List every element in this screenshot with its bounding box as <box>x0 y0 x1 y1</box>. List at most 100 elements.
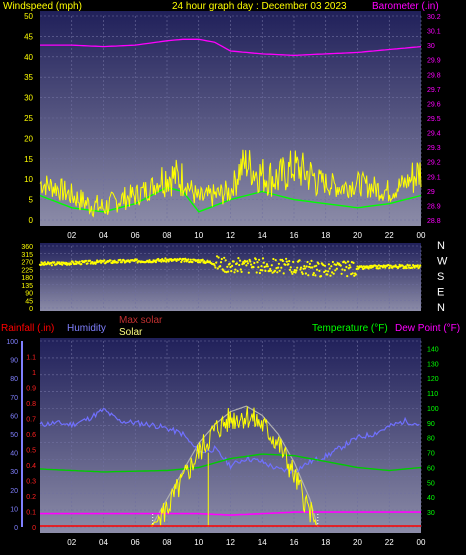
direction-point <box>103 259 106 262</box>
direction-point <box>254 258 257 261</box>
wind-y-tick: 15 <box>24 155 33 164</box>
direction-point <box>245 264 248 267</box>
direction-point <box>120 261 123 264</box>
max-solar-label: Max solar <box>119 315 163 326</box>
direction-point <box>327 263 330 266</box>
humidity-label: Humidity <box>67 323 106 334</box>
x-tick-label: 16 <box>290 538 299 547</box>
x-tick-label: 00 <box>417 538 426 547</box>
direction-point <box>228 262 231 265</box>
dir-y-tick: 225 <box>21 267 33 274</box>
direction-point <box>292 260 295 263</box>
rain-tick: 0.7 <box>26 417 36 424</box>
direction-point <box>299 268 302 271</box>
direction-point <box>224 259 227 262</box>
direction-point <box>227 270 230 273</box>
wind-y-tick: 45 <box>24 32 33 41</box>
direction-point <box>419 264 422 267</box>
direction-point <box>199 261 202 264</box>
direction-point <box>116 261 119 264</box>
dir-y-tick: 45 <box>25 298 33 305</box>
barometer-line <box>40 38 422 56</box>
direction-point <box>50 264 54 267</box>
direction-point <box>405 267 408 270</box>
direction-point <box>250 263 253 266</box>
graph-title: 24 hour graph day : December 03 2023 <box>172 1 347 12</box>
direction-point <box>310 259 313 262</box>
direction-point <box>232 260 235 263</box>
humidity-tick: 20 <box>10 488 18 495</box>
dir-y-tick: 90 <box>25 291 33 298</box>
wind-y-tick: 50 <box>24 12 33 21</box>
temp-tick: 90 <box>427 421 435 428</box>
direction-point <box>187 258 190 261</box>
x-tick-label: 12 <box>226 538 235 547</box>
direction-point <box>309 266 312 269</box>
direction-point <box>347 267 350 270</box>
direction-point <box>189 258 192 261</box>
direction-point <box>264 269 267 272</box>
dir-y-tick: 135 <box>21 283 33 290</box>
direction-point <box>288 260 291 263</box>
rain-tick: 1 <box>32 370 36 377</box>
wind-y-tick: 0 <box>29 216 34 225</box>
direction-point <box>327 270 330 273</box>
direction-point <box>233 271 236 274</box>
x-tick-label: 06 <box>131 538 140 547</box>
rain-tick: 1.1 <box>26 355 36 362</box>
direction-point <box>40 261 43 264</box>
direction-point <box>238 263 241 267</box>
baro-y-tick: 29.9 <box>427 58 441 65</box>
temp-tick: 60 <box>427 465 435 472</box>
temperature-label: Temperature (°F) <box>312 323 388 334</box>
direction-point <box>237 257 240 260</box>
direction-point <box>351 272 354 275</box>
baro-y-tick: 29.5 <box>427 116 441 123</box>
direction-letter-w: W <box>437 256 448 268</box>
barometer-label: Barometer (.in) <box>372 1 439 12</box>
direction-point <box>319 275 323 278</box>
baro-y-tick: 28.9 <box>427 203 441 210</box>
direction-point <box>230 270 233 273</box>
direction-point <box>279 258 282 261</box>
x-tick-label: 12 <box>226 231 235 240</box>
wind-y-tick: 25 <box>24 114 33 123</box>
x-tick-label: 18 <box>321 538 330 547</box>
baro-y-tick: 30.2 <box>427 14 441 21</box>
direction-point <box>272 257 275 261</box>
direction-point <box>160 260 163 263</box>
direction-point <box>215 261 218 264</box>
direction-point <box>214 266 217 269</box>
direction-point <box>304 267 307 270</box>
axes: 0510152025303540455028.828.92929.129.229… <box>6 12 440 547</box>
x-tick-label: 10 <box>194 538 203 547</box>
humidity-line <box>39 407 420 475</box>
direction-point <box>315 264 318 267</box>
direction-point <box>330 265 333 268</box>
direction-point <box>167 260 170 263</box>
direction-point <box>223 256 226 259</box>
direction-point <box>239 268 242 271</box>
direction-point <box>73 262 76 266</box>
direction-point <box>61 263 64 266</box>
direction-point <box>408 264 411 267</box>
direction-point <box>318 269 321 272</box>
direction-point <box>294 271 297 274</box>
direction-point <box>308 262 311 265</box>
rain-tick: 0.5 <box>26 448 36 455</box>
x-tick-label: 06 <box>131 231 140 240</box>
temp-tick: 130 <box>427 361 439 368</box>
temp-tick: 120 <box>427 376 439 383</box>
temp-tick: 100 <box>427 406 439 413</box>
solar-line <box>150 406 318 528</box>
direction-point <box>231 264 234 267</box>
direction-point <box>123 259 126 262</box>
direction-point <box>278 269 281 272</box>
direction-point <box>384 266 387 269</box>
direction-point <box>331 271 334 274</box>
direction-point <box>265 263 269 266</box>
baro-y-tick: 29.7 <box>427 87 441 94</box>
temp-tick: 80 <box>427 436 435 443</box>
baro-y-tick: 29.1 <box>427 174 441 181</box>
